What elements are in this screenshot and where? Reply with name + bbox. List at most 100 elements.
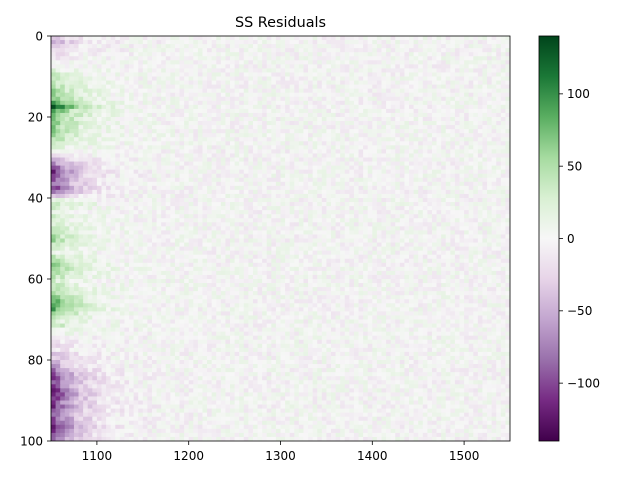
heatmap-cell [422,88,428,93]
heatmap-cell [372,76,378,81]
heatmap-cell [220,84,226,89]
heatmap-cell [239,96,245,102]
heatmap-cell [496,104,502,110]
heatmap-cell [142,145,148,150]
heatmap-cell [459,108,465,114]
heatmap-cell [372,125,378,130]
heatmap-cell [106,165,112,170]
heatmap-cell [454,222,460,227]
heatmap-cell [491,185,497,191]
heatmap-cell [101,181,107,187]
heatmap-cell [335,117,341,122]
heatmap-cell [55,189,61,195]
heatmap-cell [330,80,336,85]
heatmap-cell [207,48,213,53]
heatmap-cell [335,52,341,57]
heatmap-cell [239,173,245,179]
heatmap-cell [427,96,433,102]
heatmap-cell [353,117,359,122]
heatmap-cell [436,108,442,114]
heatmap-cell [459,112,465,118]
heatmap-cell [55,193,61,199]
heatmap-cell [491,129,497,134]
heatmap-cell [427,88,433,93]
heatmap-cell [464,210,470,215]
heatmap-cell [188,40,194,45]
heatmap-cell [179,48,185,53]
heatmap-cell [101,189,107,195]
heatmap-cell [101,108,107,114]
heatmap-cell [376,161,382,166]
heatmap-cell [454,64,460,69]
heatmap-cell [115,92,121,98]
heatmap-cell [60,133,66,138]
heatmap-cell [275,92,281,98]
heatmap-cell [174,36,180,41]
heatmap-cell [431,137,437,142]
heatmap-cell [106,52,112,57]
heatmap-cell [386,133,392,138]
heatmap-cell [230,68,235,73]
heatmap-cell [390,96,396,102]
heatmap-cell [55,165,61,170]
heatmap-cell [399,36,405,41]
heatmap-cell [500,202,506,207]
heatmap-cell [312,56,318,61]
heatmap-cell [376,157,382,162]
heatmap-cell [399,125,405,130]
heatmap-cell [450,149,456,154]
heatmap-cell [142,112,148,118]
heatmap-cell [64,36,70,41]
heatmap-cell [280,169,286,174]
heatmap-cell [78,177,84,183]
heatmap-cell [151,48,157,53]
heatmap-cell [308,72,314,77]
heatmap-cell [445,206,451,211]
heatmap-cell [321,129,327,134]
heatmap-cell [69,133,75,138]
heatmap-cell [234,104,240,110]
heatmap-cell [230,76,235,81]
heatmap-cell [376,68,382,73]
heatmap-cell [294,56,300,61]
heatmap-cell [454,218,460,223]
heatmap-cell [321,230,327,235]
heatmap-cell [363,169,369,174]
heatmap-cell [491,36,497,41]
heatmap-cell [271,193,277,199]
heatmap-cell [78,169,84,174]
heatmap-cell [60,112,66,118]
heatmap-cell [211,214,217,219]
heatmap-cell [353,181,359,187]
heatmap-cell [78,88,84,93]
heatmap-cell [106,36,112,41]
heatmap-cell [482,145,488,150]
heatmap-cell [234,198,240,203]
heatmap-cell [147,193,153,199]
heatmap-cell [464,234,470,239]
heatmap-cell [285,181,291,187]
heatmap-cell [230,121,235,126]
heatmap-cell [207,96,213,102]
heatmap-cell [317,210,323,215]
heatmap-cell [257,117,263,122]
heatmap-cell [257,133,263,138]
heatmap-cell [390,121,396,126]
heatmap-cell [482,222,488,227]
heatmap-cell [454,76,460,81]
heatmap-cell [491,68,497,73]
heatmap-cell [372,198,378,203]
heatmap-cell [142,149,148,154]
heatmap-cell [110,149,116,154]
heatmap-cell [280,125,286,130]
heatmap-cell [60,40,66,45]
heatmap-cell [349,36,355,41]
heatmap-cell [404,193,410,199]
heatmap-cell [459,88,465,93]
heatmap-cell [193,48,199,53]
heatmap-cell [243,214,249,219]
heatmap-cell [321,234,327,239]
heatmap-cell [330,84,336,89]
heatmap-cell [92,84,98,89]
heatmap-cell [317,121,323,126]
